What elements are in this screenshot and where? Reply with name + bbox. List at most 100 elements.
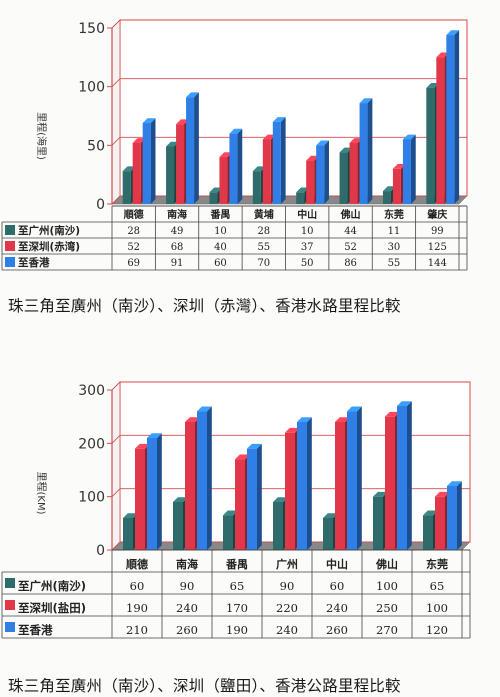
y-tick-label: 100 bbox=[78, 80, 105, 96]
data-label: 190 bbox=[226, 623, 248, 637]
bar-top bbox=[426, 83, 440, 88]
bar bbox=[297, 417, 312, 550]
data-label: 240 bbox=[326, 601, 348, 615]
bar bbox=[359, 98, 373, 204]
gridline-diag bbox=[111, 488, 121, 497]
data-label: 170 bbox=[226, 601, 248, 615]
bar-top bbox=[316, 140, 329, 146]
bar-top bbox=[185, 417, 200, 422]
bar-front bbox=[349, 142, 358, 204]
bar-front bbox=[173, 502, 183, 550]
bar-side bbox=[257, 443, 262, 550]
bar bbox=[347, 406, 362, 550]
data-label: 125 bbox=[428, 242, 447, 253]
data-label: 210 bbox=[126, 623, 148, 637]
bar-top bbox=[219, 152, 233, 158]
data-label: 260 bbox=[326, 623, 348, 637]
bar-top bbox=[123, 513, 138, 518]
bar-front bbox=[435, 496, 445, 550]
category-label: 黄埔 bbox=[254, 208, 274, 221]
y-tick-label: 50 bbox=[87, 138, 105, 154]
bar-top bbox=[435, 491, 450, 497]
bar-side bbox=[157, 433, 162, 550]
bar-front bbox=[197, 411, 207, 550]
bar bbox=[247, 443, 262, 550]
bar-front bbox=[223, 515, 233, 550]
data-label: 120 bbox=[426, 623, 448, 637]
bar bbox=[229, 128, 243, 204]
category-label: 广州 bbox=[276, 557, 298, 571]
legend-label: 至深圳(盐田) bbox=[18, 601, 86, 615]
bar-front bbox=[335, 422, 345, 550]
data-label: 90 bbox=[280, 579, 295, 593]
data-label: 28 bbox=[257, 226, 270, 237]
data-label: 69 bbox=[127, 258, 140, 269]
bar-top bbox=[339, 147, 353, 153]
data-label: 52 bbox=[127, 242, 140, 253]
bar-top bbox=[349, 138, 363, 143]
data-label: 100 bbox=[376, 579, 398, 593]
bar-front bbox=[252, 171, 261, 204]
data-label: 10 bbox=[301, 226, 314, 237]
y-tick-label: 200 bbox=[78, 436, 105, 452]
bar-top bbox=[252, 166, 266, 172]
bar-front bbox=[436, 57, 445, 205]
bar-front bbox=[132, 142, 141, 204]
data-label: 86 bbox=[344, 258, 357, 269]
category-label: 佛山 bbox=[375, 557, 398, 571]
data-label: 30 bbox=[388, 242, 401, 253]
bar-top bbox=[347, 406, 362, 412]
data-label: 250 bbox=[376, 601, 398, 615]
bar-top bbox=[285, 427, 300, 433]
bar-side bbox=[207, 406, 212, 550]
bar bbox=[446, 30, 460, 204]
bar-front bbox=[176, 124, 185, 204]
bar-front bbox=[392, 168, 401, 204]
bar-front bbox=[306, 160, 315, 204]
legend-swatch bbox=[5, 600, 15, 610]
y-axis-label: 里程(KM) bbox=[35, 472, 47, 515]
legend-label: 至香港 bbox=[18, 623, 53, 637]
y-axis-label: 里程(海里) bbox=[35, 112, 48, 160]
bar-front bbox=[235, 459, 245, 550]
bar-top bbox=[392, 164, 406, 169]
data-label: 190 bbox=[126, 601, 148, 615]
bar-front bbox=[229, 133, 238, 204]
road-route-chart: 0 100 200 300 里程(KM) 順德 南海 番禺 广州 中山 佛山 东莞 至广州(南沙) 60 9… bbox=[0, 368, 500, 668]
bar bbox=[447, 481, 462, 550]
bar-top bbox=[135, 443, 150, 449]
water-route-caption: 珠三角至廣州（南沙）、深圳（赤灣）、香港水路里程比較 bbox=[8, 297, 401, 315]
y-tick-label: 150 bbox=[78, 21, 105, 37]
gridline-diag bbox=[111, 541, 121, 551]
data-label: 270 bbox=[376, 623, 398, 637]
y-tick-label: 0 bbox=[96, 197, 105, 213]
data-label: 44 bbox=[344, 226, 357, 237]
bar-top bbox=[186, 92, 199, 98]
legend-label: 至广州(南沙) bbox=[18, 224, 80, 237]
category-label: 順德 bbox=[126, 557, 148, 571]
bar-top bbox=[173, 497, 188, 502]
bar-side bbox=[324, 140, 329, 204]
bar-front bbox=[296, 192, 305, 204]
bar bbox=[316, 140, 329, 204]
bar-front bbox=[347, 411, 357, 550]
bar-top bbox=[223, 510, 238, 516]
bar-top bbox=[147, 433, 162, 438]
bar bbox=[272, 117, 286, 204]
data-label: 49 bbox=[171, 226, 184, 237]
legend-swatch bbox=[5, 257, 15, 267]
bar bbox=[402, 134, 416, 204]
data-label: 52 bbox=[344, 242, 357, 253]
bar-side bbox=[410, 134, 416, 204]
category-label: 东莞 bbox=[426, 557, 448, 571]
bar-top bbox=[402, 134, 416, 140]
bar-front bbox=[185, 422, 195, 550]
data-label: 100 bbox=[426, 601, 448, 615]
gridline-diag bbox=[111, 381, 121, 391]
bar-front bbox=[402, 139, 411, 204]
bar-front bbox=[209, 192, 218, 204]
bar-top bbox=[247, 443, 262, 449]
y-tick-label: 100 bbox=[78, 490, 105, 506]
bar-side bbox=[357, 406, 362, 550]
